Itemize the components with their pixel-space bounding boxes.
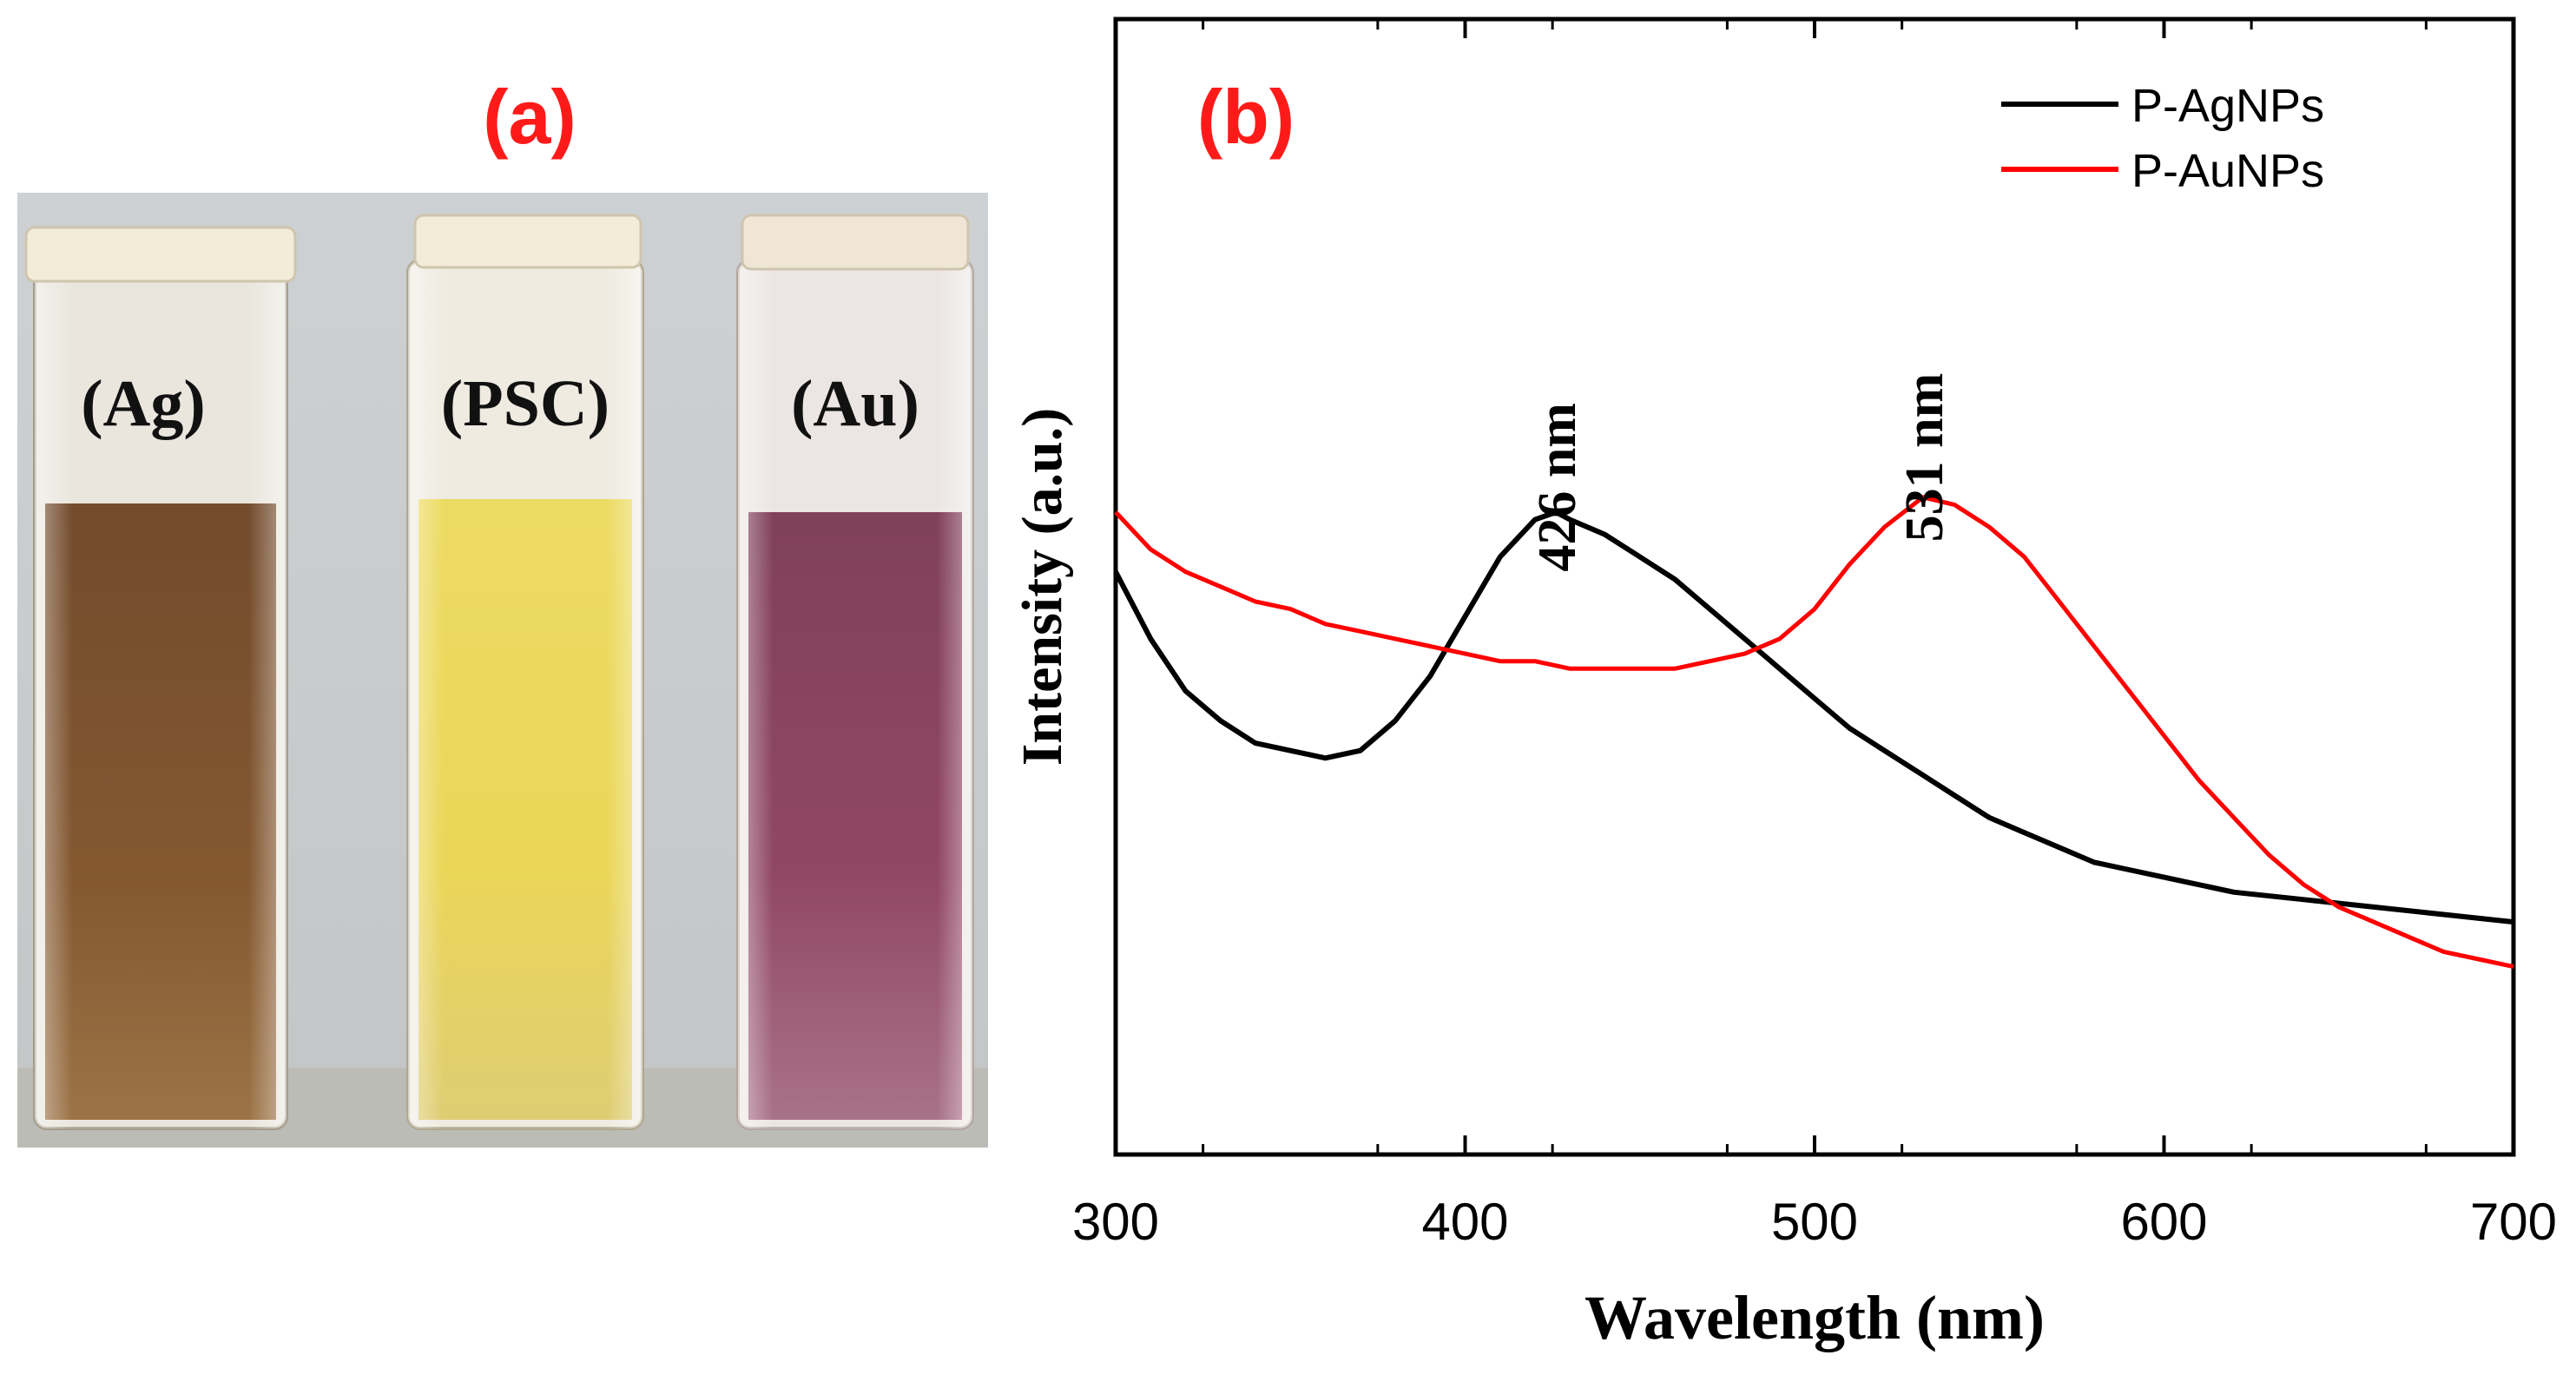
legend: P-AgNPs P-AuNPs — [2001, 80, 2324, 197]
peak-label-1: 531 nm — [1895, 373, 1954, 543]
cuvette-au: (Au) — [736, 214, 974, 1130]
x-axis-ticks: 300 400 500 600 700 — [1072, 19, 2557, 1251]
cuvette-psc-cap — [413, 214, 642, 269]
legend-label-p-agnps: P-AgNPs — [2131, 80, 2324, 132]
x-tick-label-500: 500 — [1771, 1193, 1858, 1251]
cuvette-ag-glass-shine — [35, 269, 287, 1128]
x-axis-label: Wavelength (nm) — [1584, 1283, 2045, 1352]
cuvette-ag-cap — [24, 226, 297, 283]
series-group — [1113, 495, 2514, 970]
panel-b-label: (b) — [1197, 74, 1295, 160]
y-axis-label: Intensity (a.u.) — [1011, 408, 1074, 766]
peak-label-0: 426 nm — [1528, 403, 1587, 572]
cuvette-au-glass-shine — [738, 260, 972, 1128]
x-tick-label-300: 300 — [1072, 1193, 1159, 1251]
cuvette-psc-label: (PSC) — [441, 367, 609, 440]
legend-label-p-aunps: P-AuNPs — [2131, 145, 2324, 197]
cuvette-ag-label: (Ag) — [81, 367, 206, 440]
x-tick-label-600: 600 — [2120, 1193, 2207, 1251]
series-line-p-agnps — [1113, 510, 2514, 925]
series-line-p-aunps — [1114, 495, 2514, 970]
cuvette-psc-glass-shine — [408, 260, 642, 1128]
panel-b-chart: (b) 300 400 500 600 700 426 nm 531 nm Wavelen… — [1011, 16, 2557, 1352]
cuvette-au-label: (Au) — [791, 367, 919, 440]
peak-annotations: 426 nm 531 nm — [1528, 373, 1954, 572]
x-tick-label-400: 400 — [1421, 1193, 1508, 1251]
x-tick-label-700: 700 — [2470, 1193, 2557, 1251]
cuvette-psc: (PSC) — [406, 214, 644, 1130]
cuvette-ag: (Ag) — [24, 226, 297, 1130]
panel-a-label: (a) — [483, 74, 576, 160]
panel-a-photo: (a) (Ag) (PSC) (Au) — [17, 74, 988, 1148]
cuvette-au-cap — [741, 214, 970, 271]
